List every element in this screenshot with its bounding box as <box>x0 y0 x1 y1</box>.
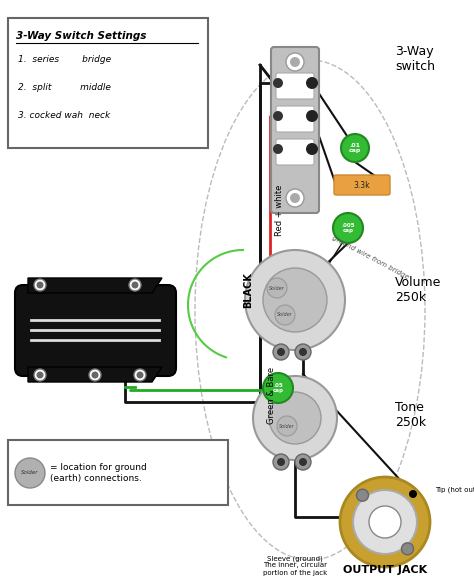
Circle shape <box>286 53 304 71</box>
Circle shape <box>306 77 318 89</box>
Circle shape <box>263 268 327 332</box>
Circle shape <box>295 454 311 470</box>
FancyBboxPatch shape <box>276 106 314 132</box>
Circle shape <box>277 416 297 436</box>
Circle shape <box>401 543 413 555</box>
Text: Solder: Solder <box>269 285 285 291</box>
Circle shape <box>341 134 369 162</box>
Circle shape <box>277 348 285 356</box>
Text: Red + white: Red + white <box>275 184 284 236</box>
Circle shape <box>273 344 289 360</box>
Circle shape <box>34 279 46 291</box>
Text: .005
cap: .005 cap <box>341 223 355 233</box>
Circle shape <box>129 279 141 291</box>
Circle shape <box>253 376 337 460</box>
Circle shape <box>353 490 417 554</box>
Circle shape <box>269 392 321 444</box>
Polygon shape <box>28 367 162 382</box>
FancyBboxPatch shape <box>15 285 176 376</box>
FancyBboxPatch shape <box>271 47 319 213</box>
Circle shape <box>295 344 311 360</box>
Circle shape <box>299 348 307 356</box>
Text: Sleeve (ground)
The inner, circular
portion of the jack: Sleeve (ground) The inner, circular port… <box>263 555 327 575</box>
FancyBboxPatch shape <box>276 73 314 99</box>
Circle shape <box>306 143 318 155</box>
Circle shape <box>89 369 101 381</box>
Text: = location for ground
(earth) connections.: = location for ground (earth) connection… <box>50 463 147 484</box>
Text: Green & Bare: Green & Bare <box>267 366 276 424</box>
Circle shape <box>277 458 285 466</box>
Text: Solder: Solder <box>277 312 293 318</box>
FancyBboxPatch shape <box>334 175 390 195</box>
Circle shape <box>273 78 283 88</box>
Circle shape <box>275 305 295 325</box>
Circle shape <box>134 369 146 381</box>
Circle shape <box>356 489 368 501</box>
FancyBboxPatch shape <box>8 440 228 505</box>
Circle shape <box>36 282 44 288</box>
Text: Solder: Solder <box>279 423 295 429</box>
Circle shape <box>290 57 300 67</box>
Text: ground wire from bridge: ground wire from bridge <box>331 235 410 281</box>
Circle shape <box>286 189 304 207</box>
Circle shape <box>263 373 293 403</box>
Circle shape <box>299 458 307 466</box>
Circle shape <box>340 477 430 567</box>
Text: Tone
250k: Tone 250k <box>395 401 426 429</box>
Text: 3.3k: 3.3k <box>354 180 370 190</box>
Text: .01
cap: .01 cap <box>349 143 361 153</box>
Text: 3. cocked wah  neck: 3. cocked wah neck <box>18 112 110 120</box>
Circle shape <box>409 490 417 498</box>
Circle shape <box>306 110 318 122</box>
Circle shape <box>369 506 401 538</box>
Text: 1.  series        bridge: 1. series bridge <box>18 56 111 65</box>
Circle shape <box>131 282 138 288</box>
Circle shape <box>273 144 283 154</box>
Circle shape <box>15 458 45 488</box>
Circle shape <box>34 369 46 381</box>
Circle shape <box>137 372 144 379</box>
Circle shape <box>36 372 44 379</box>
Polygon shape <box>28 278 162 293</box>
Circle shape <box>245 250 345 350</box>
Text: Volume
250k: Volume 250k <box>395 276 441 304</box>
Circle shape <box>273 454 289 470</box>
Text: OUTPUT JACK: OUTPUT JACK <box>343 565 427 575</box>
Circle shape <box>273 111 283 121</box>
FancyBboxPatch shape <box>8 18 208 148</box>
Circle shape <box>267 278 287 298</box>
Text: 2.  split          middle: 2. split middle <box>18 83 111 93</box>
Text: Tip (hot output): Tip (hot output) <box>435 487 474 493</box>
Circle shape <box>91 372 99 379</box>
FancyBboxPatch shape <box>276 139 314 165</box>
Text: 3-Way
switch: 3-Way switch <box>395 45 435 73</box>
Text: Solder: Solder <box>21 471 39 475</box>
Text: BLACK: BLACK <box>243 272 253 308</box>
Circle shape <box>333 213 363 243</box>
Text: .05
cap: .05 cap <box>273 383 283 393</box>
Circle shape <box>290 193 300 203</box>
Text: 3-Way Switch Settings: 3-Way Switch Settings <box>16 31 146 41</box>
